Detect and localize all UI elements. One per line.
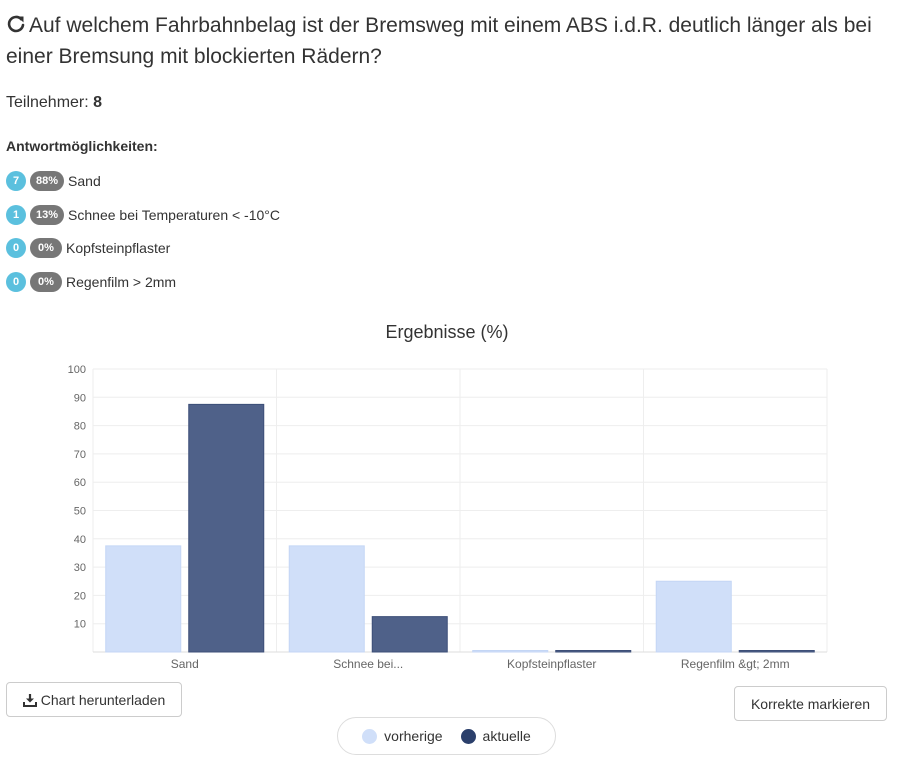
chart-title: Ergebnisse (%) <box>385 322 509 342</box>
legend-item-previous[interactable]: vorherige <box>362 728 443 744</box>
download-chart-label: Chart herunterladen <box>40 691 166 708</box>
legend-item-current[interactable]: aktuelle <box>460 728 531 744</box>
participants: Teilnehmer: 8 <box>6 94 102 112</box>
y-tick-label: 40 <box>74 534 86 546</box>
answer-percent-badge: 0% <box>30 238 62 258</box>
participants-count: 8 <box>93 94 103 111</box>
chart-legend: vorherige aktuelle <box>337 717 556 755</box>
answer-item: 0 0% Kopfsteinpflaster <box>6 237 170 259</box>
answer-item: 7 88% Sand <box>6 170 101 192</box>
y-tick-label: 70 <box>74 449 86 461</box>
x-tick-label: Sand <box>171 657 199 671</box>
y-tick-label: 20 <box>74 590 86 602</box>
x-tick-label: Regenfilm &gt; 2mm <box>681 657 790 671</box>
answer-percent-badge: 13% <box>30 205 65 225</box>
answers-title: Antwortmöglichkeiten: <box>6 138 158 154</box>
bar-current <box>188 403 265 653</box>
answer-text: Regenfilm > 2mm <box>66 274 177 290</box>
reload-icon[interactable] <box>6 12 26 33</box>
legend-label-current: aktuelle <box>482 728 531 744</box>
bar-current <box>555 650 632 653</box>
bar-previous <box>105 545 182 653</box>
answer-item: 0 0% Regenfilm > 2mm <box>6 271 176 293</box>
answer-text: Kopfsteinpflaster <box>66 240 171 256</box>
y-tick-label: 100 <box>68 364 86 376</box>
x-tick-label: Schnee bei... <box>333 657 403 671</box>
legend-swatch-current <box>460 728 476 744</box>
answer-percent-badge: 0% <box>30 272 62 292</box>
answer-text: Schnee bei Temperaturen < -10°C <box>68 207 280 223</box>
answer-count-badge: 0 <box>6 238 26 258</box>
legend-swatch-previous <box>362 728 378 744</box>
legend-label-previous: vorherige <box>384 728 443 744</box>
y-tick-label: 60 <box>74 477 86 489</box>
answer-count-badge: 7 <box>6 171 26 191</box>
answer-count-badge: 0 <box>6 272 26 292</box>
answer-count-badge: 1 <box>6 205 26 225</box>
download-chart-button[interactable]: Chart herunterladen <box>6 682 182 717</box>
mark-correct-button[interactable]: Korrekte markieren <box>734 686 887 721</box>
y-tick-label: 30 <box>74 562 86 574</box>
bar-previous <box>655 580 732 653</box>
answer-percent-badge: 88% <box>30 171 65 191</box>
answer-item: 1 13% Schnee bei Temperaturen < -10°C <box>6 204 280 226</box>
bar-previous <box>288 545 365 653</box>
y-tick-label: 80 <box>74 421 86 433</box>
download-icon <box>22 693 37 707</box>
mark-correct-label: Korrekte markieren <box>750 695 871 712</box>
participants-label: Teilnehmer: <box>6 94 89 111</box>
bar-previous <box>472 650 549 653</box>
y-tick-label: 50 <box>74 506 86 518</box>
bar-current <box>738 650 815 653</box>
y-tick-label: 10 <box>74 619 86 631</box>
x-tick-label: Kopfsteinpflaster <box>507 657 596 671</box>
question-text-block: Auf welchem Fahrbahnbelag ist der Bremsw… <box>6 10 891 72</box>
y-tick-label: 90 <box>74 392 86 404</box>
question-text: Auf welchem Fahrbahnbelag ist der Bremsw… <box>6 14 872 68</box>
results-chart: 10 20 30 40 50 60 70 80 90 100 Sand Schnee bei... Ko… <box>68 364 828 671</box>
answer-text: Sand <box>68 173 101 189</box>
bar-current <box>371 616 448 653</box>
